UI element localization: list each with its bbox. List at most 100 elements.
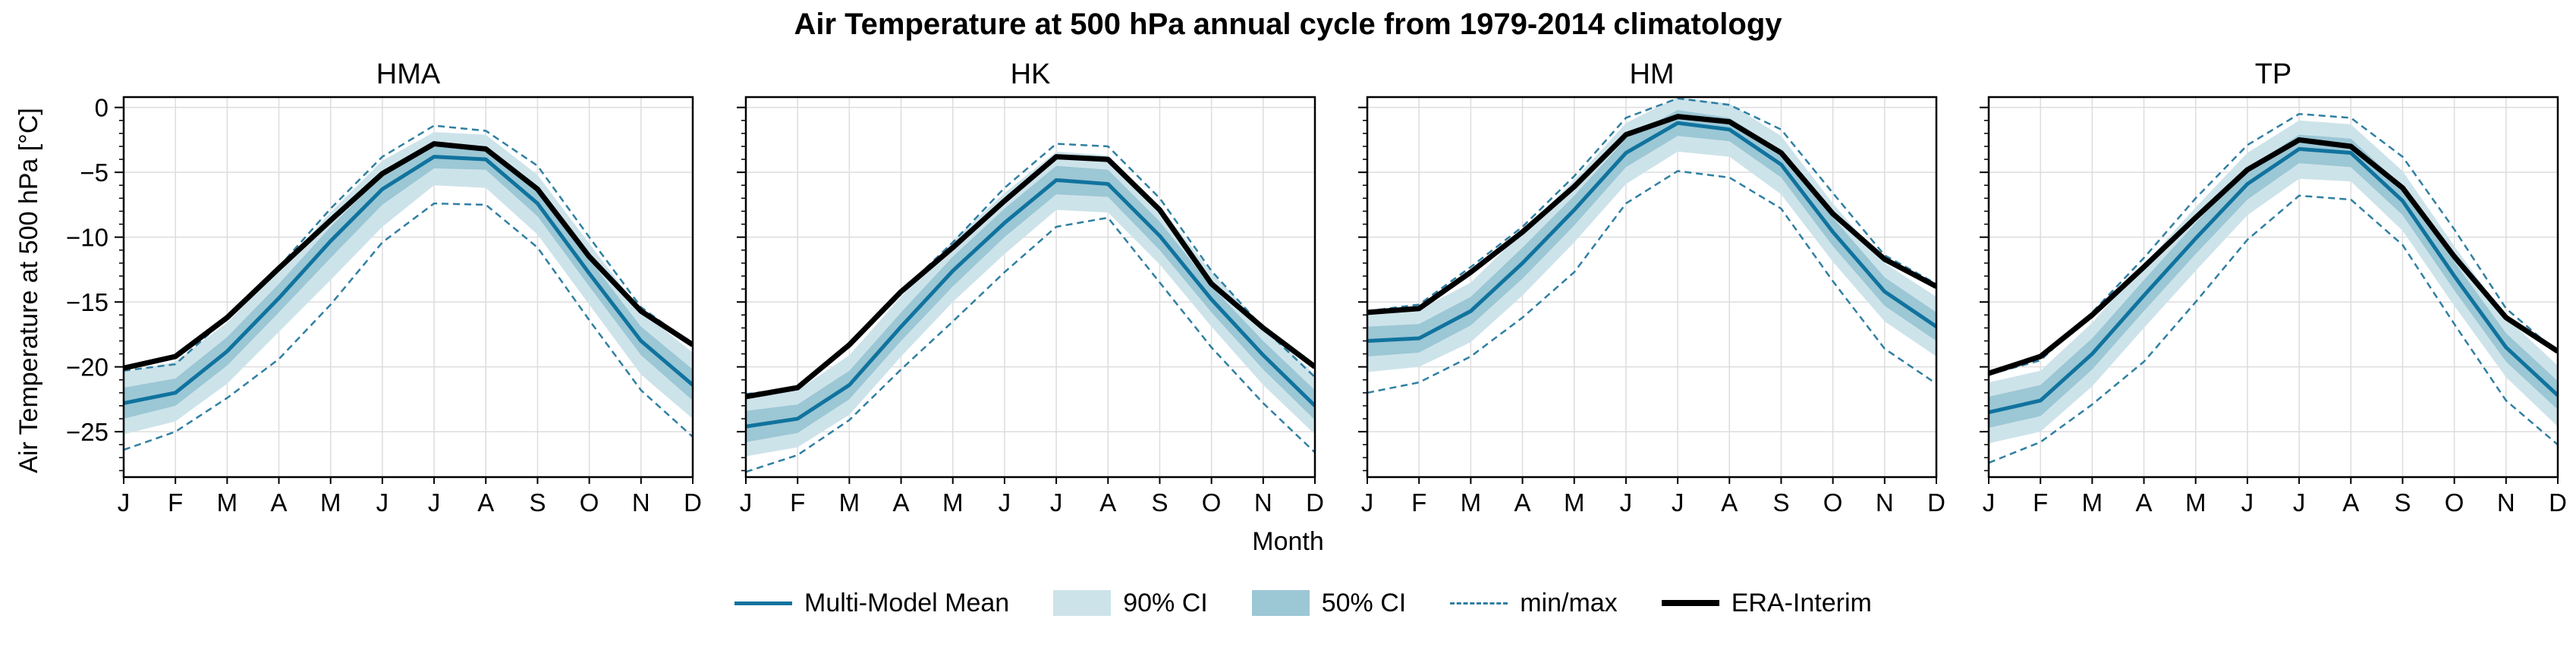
min-line (1989, 194, 2558, 464)
x-tick-label: M (1461, 488, 1482, 517)
y-tick-label: −5 (80, 159, 109, 187)
x-tick-label: D (1306, 488, 1324, 517)
x-tick-label: F (790, 488, 805, 517)
era-interim-line (124, 141, 693, 371)
x-tick-label: A (2342, 488, 2359, 517)
x-tick-label: F (168, 488, 183, 517)
axes-frame (1366, 96, 1938, 479)
x-tick-label: O (1823, 488, 1843, 517)
x-tick-label: J (1672, 488, 1684, 517)
x-tick-label: N (632, 488, 650, 517)
panel-tp: TP J F M A M J J A S O N D (1980, 58, 2567, 517)
mean-line (124, 155, 693, 405)
legend-swatch-ci50 (1251, 590, 1310, 616)
x-tick-label: A (1514, 488, 1531, 517)
legend-item-ci50: 50% CI (1251, 588, 1407, 618)
axes-frame (744, 96, 1316, 479)
legend-swatch-ci90 (1053, 590, 1112, 616)
x-tick-label: S (1151, 488, 1168, 517)
x-tick-label: J (2241, 488, 2254, 517)
legend-swatch-mean (734, 590, 792, 616)
x-tick-label: M (217, 488, 238, 517)
ci50-band (124, 146, 693, 419)
axes-frame (122, 96, 694, 479)
legend-label-minmax: min/max (1520, 588, 1618, 617)
x-tick-label: N (1876, 488, 1894, 517)
x-tick-label: A (893, 488, 910, 517)
x-tick-label: J (376, 488, 389, 517)
mean-line (1367, 121, 1936, 343)
y-axis-label: Air Temperature at 500 hPa [°C] (14, 108, 43, 473)
x-tick-label: S (529, 488, 546, 517)
x-tick-label: M (2082, 488, 2103, 517)
legend-label-ci90: 90% CI (1123, 588, 1208, 617)
y-tick-label: −25 (66, 418, 109, 446)
x-tick-label: J (999, 488, 1011, 517)
x-tick-label: O (1202, 488, 1222, 517)
legend-swatch-era (1661, 590, 1719, 616)
era-interim-line (1989, 137, 2558, 376)
legend-label-era: ERA-Interim (1731, 588, 1872, 617)
panel-title: TP (2255, 58, 2292, 90)
legend-swatch-minmax (1450, 590, 1508, 616)
y-tick-label: −20 (66, 353, 109, 382)
panel-title: HMA (376, 58, 441, 90)
x-tick-label: J (2293, 488, 2306, 517)
x-tick-label: J (1983, 488, 1996, 517)
y-tick-label: −10 (66, 224, 109, 252)
plot-area (746, 143, 1315, 473)
panel-hk: HK J F M A M J J A S O N D (737, 58, 1324, 517)
x-tick-label: A (1099, 488, 1116, 517)
legend-item-minmax: min/max (1450, 588, 1618, 618)
y-tick-label: 0 (95, 94, 109, 122)
x-tick-label: M (2185, 488, 2206, 517)
x-tick-label: O (2445, 488, 2464, 517)
x-axis-label: Month (1252, 527, 1324, 556)
x-tick-label: A (1721, 488, 1738, 517)
legend-label-mean: Multi-Model Mean (804, 588, 1010, 617)
x-tick-label: O (580, 488, 599, 517)
x-tick-label: D (2549, 488, 2567, 517)
plot-area (1989, 112, 2558, 464)
panel-title: HM (1629, 58, 1674, 90)
legend: Multi-Model Mean 90% CI 50% CI min/max E… (734, 580, 1872, 626)
min-line (124, 202, 693, 451)
plot-area (1367, 97, 1936, 394)
x-tick-label: A (477, 488, 494, 517)
min-line (746, 216, 1315, 473)
x-tick-label: F (1411, 488, 1426, 517)
x-tick-label: M (1564, 488, 1585, 517)
x-tick-label: J (428, 488, 441, 517)
legend-label-ci50: 50% CI (1321, 588, 1407, 617)
era-interim-line (746, 154, 1315, 400)
x-tick-label: J (1361, 488, 1374, 517)
era-interim-line (1367, 114, 1936, 316)
x-tick-label: D (684, 488, 702, 517)
x-tick-label: S (2394, 488, 2411, 517)
x-tick-label: J (118, 488, 131, 517)
x-tick-label: J (740, 488, 753, 517)
figure-title: Air Temperature at 500 hPa annual cycle … (794, 8, 1782, 41)
x-tick-label: M (942, 488, 964, 517)
x-tick-label: A (271, 488, 288, 517)
x-tick-label: J (1620, 488, 1633, 517)
x-tick-label: M (839, 488, 860, 517)
x-tick-label: M (320, 488, 341, 517)
mean-line (1989, 146, 2558, 414)
y-tick-label: −15 (66, 288, 109, 316)
max-line (1367, 97, 1936, 313)
x-tick-label: J (1050, 488, 1063, 517)
x-tick-label: N (1254, 488, 1272, 517)
legend-item-ci90: 90% CI (1053, 589, 1208, 618)
legend-item-mean: Multi-Model Mean (734, 589, 1009, 618)
min-line (1367, 170, 1936, 394)
max-line (124, 124, 693, 372)
plot-area (124, 124, 693, 451)
panel-hma: HMA J F M A M J J A S O N D 0 −5 −10 −15 −20 −25 (66, 58, 702, 517)
x-tick-label: F (2033, 488, 2048, 517)
panel-title: HK (1011, 58, 1051, 90)
panel-hm: HM J F M A M J J A S O N D (1358, 58, 1945, 517)
x-tick-label: S (1772, 488, 1789, 517)
